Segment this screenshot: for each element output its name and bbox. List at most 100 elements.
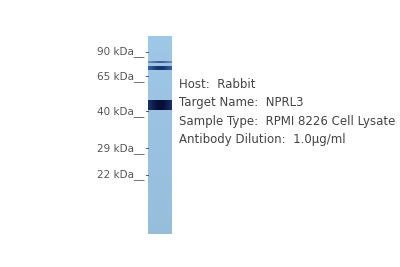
Bar: [155, 66, 156, 70]
Bar: [148, 68, 172, 69]
Bar: [148, 155, 172, 156]
Bar: [148, 145, 172, 146]
Bar: [148, 80, 172, 81]
Bar: [148, 110, 172, 111]
Bar: [148, 107, 172, 108]
Bar: [148, 210, 172, 211]
Bar: [148, 184, 172, 185]
Bar: [148, 109, 172, 110]
Text: 90 kDa__: 90 kDa__: [97, 46, 144, 57]
Bar: [148, 74, 172, 75]
Bar: [148, 66, 149, 70]
Bar: [167, 61, 168, 63]
Bar: [154, 100, 155, 110]
Bar: [148, 36, 172, 37]
Bar: [148, 72, 172, 73]
Bar: [148, 232, 172, 233]
Bar: [148, 45, 172, 46]
Bar: [152, 61, 153, 63]
Bar: [158, 100, 159, 110]
Bar: [151, 61, 152, 63]
Bar: [148, 222, 172, 223]
Bar: [148, 203, 172, 204]
Bar: [148, 168, 172, 169]
Bar: [148, 132, 172, 133]
Bar: [148, 62, 172, 63]
Bar: [148, 127, 172, 128]
Bar: [158, 66, 159, 70]
Bar: [148, 126, 172, 127]
Bar: [155, 100, 156, 110]
Bar: [148, 206, 172, 207]
Bar: [148, 221, 172, 222]
Bar: [167, 100, 168, 110]
Bar: [148, 173, 172, 174]
Bar: [148, 213, 172, 214]
Bar: [148, 91, 172, 92]
Bar: [148, 86, 172, 87]
Bar: [156, 100, 157, 110]
Bar: [148, 223, 172, 224]
Bar: [148, 116, 172, 117]
Bar: [149, 100, 150, 110]
Bar: [165, 61, 166, 63]
Bar: [148, 226, 172, 227]
Bar: [148, 81, 172, 82]
Bar: [148, 128, 172, 129]
Bar: [148, 139, 172, 140]
Bar: [148, 40, 172, 41]
Bar: [148, 216, 172, 217]
Bar: [148, 120, 172, 121]
Bar: [161, 66, 162, 70]
Bar: [148, 218, 172, 219]
Bar: [148, 152, 172, 153]
Text: 22 kDa__: 22 kDa__: [97, 170, 144, 180]
Bar: [171, 66, 172, 70]
Bar: [148, 227, 172, 228]
Bar: [148, 164, 172, 165]
Bar: [148, 199, 172, 200]
Bar: [148, 175, 172, 176]
Bar: [148, 170, 172, 171]
Bar: [148, 146, 172, 147]
Bar: [148, 46, 172, 47]
Bar: [148, 169, 172, 170]
Bar: [148, 43, 172, 44]
Bar: [148, 200, 172, 201]
Bar: [161, 61, 162, 63]
Bar: [148, 183, 172, 184]
Bar: [148, 115, 172, 116]
Bar: [151, 66, 152, 70]
Bar: [148, 140, 172, 141]
Text: 40 kDa__: 40 kDa__: [97, 106, 144, 117]
Bar: [169, 66, 170, 70]
Bar: [155, 61, 156, 63]
Bar: [148, 96, 172, 97]
Bar: [148, 73, 172, 74]
Bar: [148, 208, 172, 209]
Bar: [148, 122, 172, 123]
Bar: [148, 85, 172, 86]
Text: Host:  Rabbit: Host: Rabbit: [179, 78, 255, 91]
Bar: [148, 207, 172, 208]
Bar: [148, 190, 172, 191]
Bar: [148, 225, 172, 226]
Bar: [148, 69, 172, 70]
Bar: [148, 54, 172, 55]
Bar: [157, 66, 158, 70]
Bar: [166, 66, 167, 70]
Bar: [148, 144, 172, 145]
Bar: [148, 182, 172, 183]
Bar: [151, 100, 152, 110]
Bar: [148, 230, 172, 231]
Bar: [148, 177, 172, 178]
Bar: [148, 84, 172, 85]
Bar: [148, 38, 172, 39]
Bar: [163, 61, 164, 63]
Bar: [148, 134, 172, 135]
Bar: [148, 119, 172, 120]
Bar: [148, 111, 172, 112]
Bar: [148, 103, 172, 104]
Bar: [148, 44, 172, 45]
Bar: [148, 53, 172, 54]
